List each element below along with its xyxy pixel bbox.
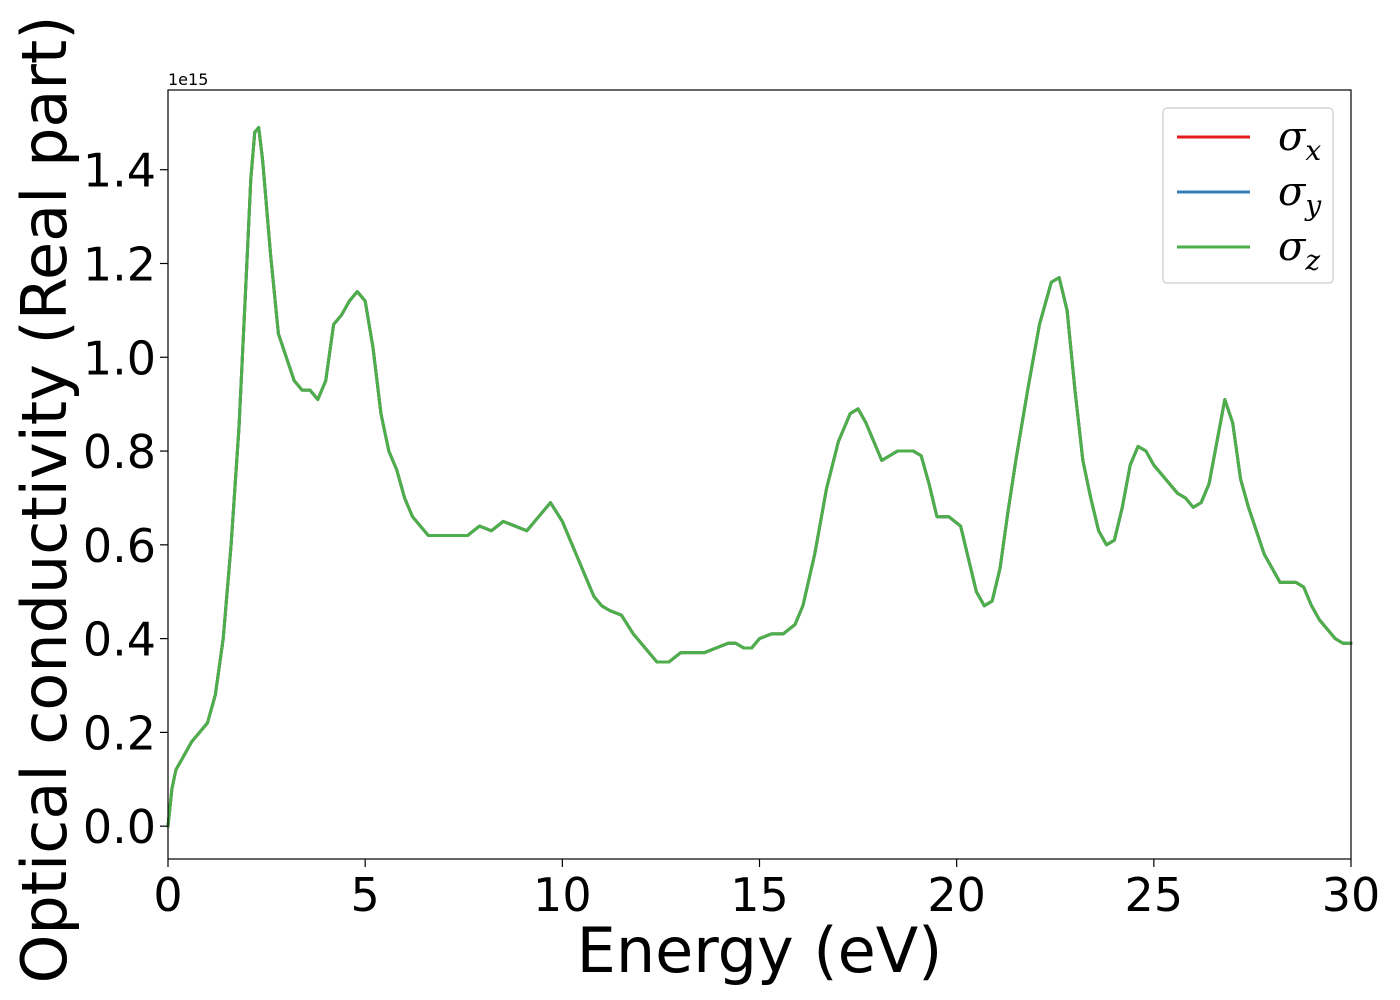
y-tick-label: 0.0 xyxy=(83,800,156,854)
y-tick-label: 1.2 xyxy=(83,237,156,291)
x-axis-title: Energy (eV) xyxy=(577,914,943,987)
series-line-σz xyxy=(166,126,1353,828)
y-tick-label: 0.2 xyxy=(83,706,156,760)
legend-label: σy xyxy=(1278,169,1322,222)
x-axis: 0 5 10 15 20 25 30 xyxy=(153,859,1380,922)
y-offset-label: 1e15 xyxy=(168,70,208,89)
x-tick-label: 5 xyxy=(351,868,380,922)
x-tick-label: 20 xyxy=(927,868,986,922)
plot-area xyxy=(168,90,1351,859)
x-tick-label: 25 xyxy=(1125,868,1184,922)
y-tick-label: 0.8 xyxy=(83,425,156,479)
legend-label: σx xyxy=(1278,114,1321,167)
x-tick-label: 10 xyxy=(533,868,592,922)
y-tick-label: 1.0 xyxy=(83,331,156,385)
y-tick-label: 0.6 xyxy=(83,519,156,573)
series-layer xyxy=(166,126,1353,828)
x-tick-label: 15 xyxy=(730,868,789,922)
y-axis-title: Optical conductivity (Real part) xyxy=(8,16,81,984)
legend-label: σz xyxy=(1278,224,1320,277)
y-tick-label: 0.4 xyxy=(83,613,156,667)
legend-box xyxy=(1162,107,1334,284)
y-axis: 0.0 0.2 0.4 0.6 0.8 1.0 1.2 1.4 xyxy=(83,144,168,854)
x-tick-label: 0 xyxy=(153,868,182,922)
y-tick-label: 1.4 xyxy=(83,144,156,198)
x-tick-label: 30 xyxy=(1322,868,1381,922)
